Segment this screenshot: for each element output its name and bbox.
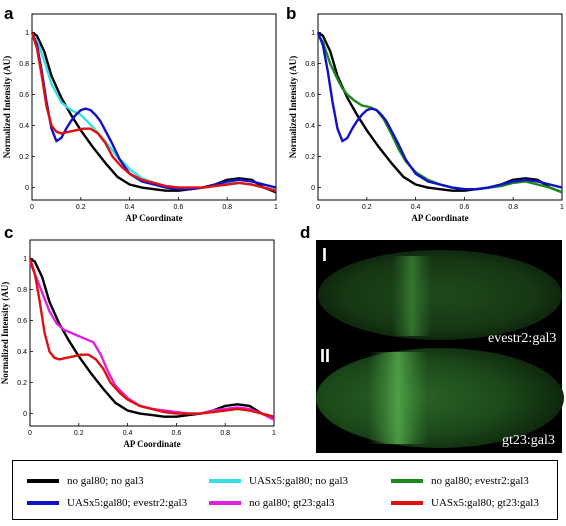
- y-tick-label: 0.6: [19, 92, 29, 99]
- embryo-gt23-stripe: [368, 352, 428, 444]
- series-line: [31, 31, 277, 194]
- x-tick-label: 0.8: [222, 204, 232, 211]
- x-tick-label: 0.6: [172, 430, 182, 437]
- legend-swatch: [209, 501, 241, 505]
- y-tick-label: 1: [23, 256, 27, 263]
- x-tick-label: 0: [30, 204, 34, 211]
- x-tick-label: 0.6: [460, 204, 470, 211]
- y-tick-label: 0: [23, 411, 27, 418]
- panel-letter-b: b: [286, 4, 296, 23]
- y-tick-label: 1: [25, 30, 29, 37]
- x-tick-label: 1: [560, 204, 564, 211]
- series-line: [316, 32, 563, 191]
- x-tick-label: 0.6: [174, 204, 184, 211]
- panel-letter-c: c: [4, 223, 13, 242]
- series-line: [30, 32, 277, 192]
- y-tick-label: 0.4: [305, 123, 315, 130]
- plot-frame: [317, 13, 563, 201]
- series-line: [29, 257, 275, 420]
- panel-letter-a: a: [4, 4, 14, 23]
- legend-label: no gal80; gt23:gal3: [249, 497, 335, 509]
- chart-panel-b: 0 0.2 0.4 0.6 0.8 1 0 0.2 0.4 0.6 0.8 1 AP Coordinat…: [288, 13, 564, 223]
- legend-swatch: [391, 479, 423, 483]
- x-tick-label: 0.4: [123, 430, 133, 437]
- y-tick-label: 1: [311, 30, 315, 37]
- embryo-label-gt23: gt23:gal3: [502, 433, 555, 448]
- legend-label: no gal80; no gal3: [67, 475, 144, 487]
- legend-swatch: [27, 501, 59, 505]
- legend-item: no gal80; evestr2:gal3: [391, 475, 529, 487]
- y-tick-label: 0: [311, 185, 315, 192]
- legend-swatch: [391, 501, 423, 505]
- x-tick-label: 0.4: [411, 204, 421, 211]
- embryo-label-evestr2: evestr2:gal3: [488, 331, 556, 346]
- legend: no gal80; no gal3 UASx5:gal80; no gal3 n…: [12, 460, 558, 520]
- embryo-numeral-1: I: [322, 245, 327, 265]
- y-tick-label: 0.8: [19, 61, 29, 68]
- x-tick-label: 0: [28, 430, 32, 437]
- plot-frame: [31, 13, 277, 201]
- series-line: [28, 261, 275, 421]
- embryo-numeral-2: II: [320, 346, 330, 366]
- x-tick-label: 1: [272, 430, 276, 437]
- y-tick-label: 0.6: [305, 92, 315, 99]
- series-line: [28, 258, 275, 418]
- chart-panel-c: 0 0.2 0.4 0.6 0.8 1 0 0.2 0.4 0.6 0.8 1 AP Coordinat…: [0, 239, 276, 449]
- x-tick-label: 0: [316, 204, 320, 211]
- y-tick-label: 0.8: [17, 287, 27, 294]
- y-tick-label: 0.2: [17, 380, 27, 387]
- y-tick-label: 0.2: [305, 154, 315, 161]
- x-axis-label: AP Coordinate: [125, 213, 182, 223]
- x-tick-label: 0.2: [74, 430, 84, 437]
- y-tick-label: 0.4: [19, 123, 29, 130]
- legend-label: UASx5:gal80; gt23:gal3: [431, 497, 539, 509]
- x-tick-label: 0.8: [220, 430, 230, 437]
- x-tick-label: 1: [274, 204, 278, 211]
- y-tick-label: 0.6: [17, 318, 27, 325]
- legend-item: no gal80; gt23:gal3: [209, 497, 335, 509]
- embryo-evestr2-image: [318, 250, 562, 340]
- x-tick-label: 0.2: [362, 204, 372, 211]
- x-axis-label: AP Coordinate: [411, 213, 468, 223]
- y-axis-label: Normalized Intensity (AU): [0, 282, 10, 385]
- y-tick-label: 0.4: [17, 349, 27, 356]
- legend-item: UASx5:gal80; no gal3: [209, 475, 348, 487]
- y-tick-label: 0.2: [19, 154, 29, 161]
- y-axis-label: Normalized Intensity (AU): [2, 56, 12, 159]
- chart-panel-a: 0 0.2 0.4 0.6 0.8 1 0 0.2 0.4 0.6 0.8 1 AP Coordinat…: [2, 13, 278, 223]
- legend-swatch: [27, 479, 59, 483]
- legend-label: no gal80; evestr2:gal3: [431, 475, 529, 487]
- legend-item: UASx5:gal80; gt23:gal3: [391, 497, 539, 509]
- x-tick-label: 0.4: [125, 204, 135, 211]
- y-tick-label: 0: [25, 185, 29, 192]
- y-axis-label: Normalized Intensity (AU): [288, 56, 298, 159]
- legend-swatch: [209, 479, 241, 483]
- legend-item: no gal80; no gal3: [27, 475, 144, 487]
- x-axis-label: AP Coordinate: [123, 439, 180, 449]
- legend-item: UASx5:gal80; evestr2:gal3: [27, 497, 187, 509]
- series-line: [30, 32, 277, 191]
- plot-frame: [29, 239, 275, 427]
- x-tick-label: 0.8: [508, 204, 518, 211]
- panel-letter-d: d: [300, 223, 310, 242]
- embryo-evestr2-stripe: [392, 256, 432, 336]
- x-tick-label: 0.2: [76, 204, 86, 211]
- y-tick-label: 0.8: [305, 61, 315, 68]
- legend-label: UASx5:gal80; no gal3: [249, 475, 348, 487]
- legend-label: UASx5:gal80; evestr2:gal3: [67, 497, 188, 509]
